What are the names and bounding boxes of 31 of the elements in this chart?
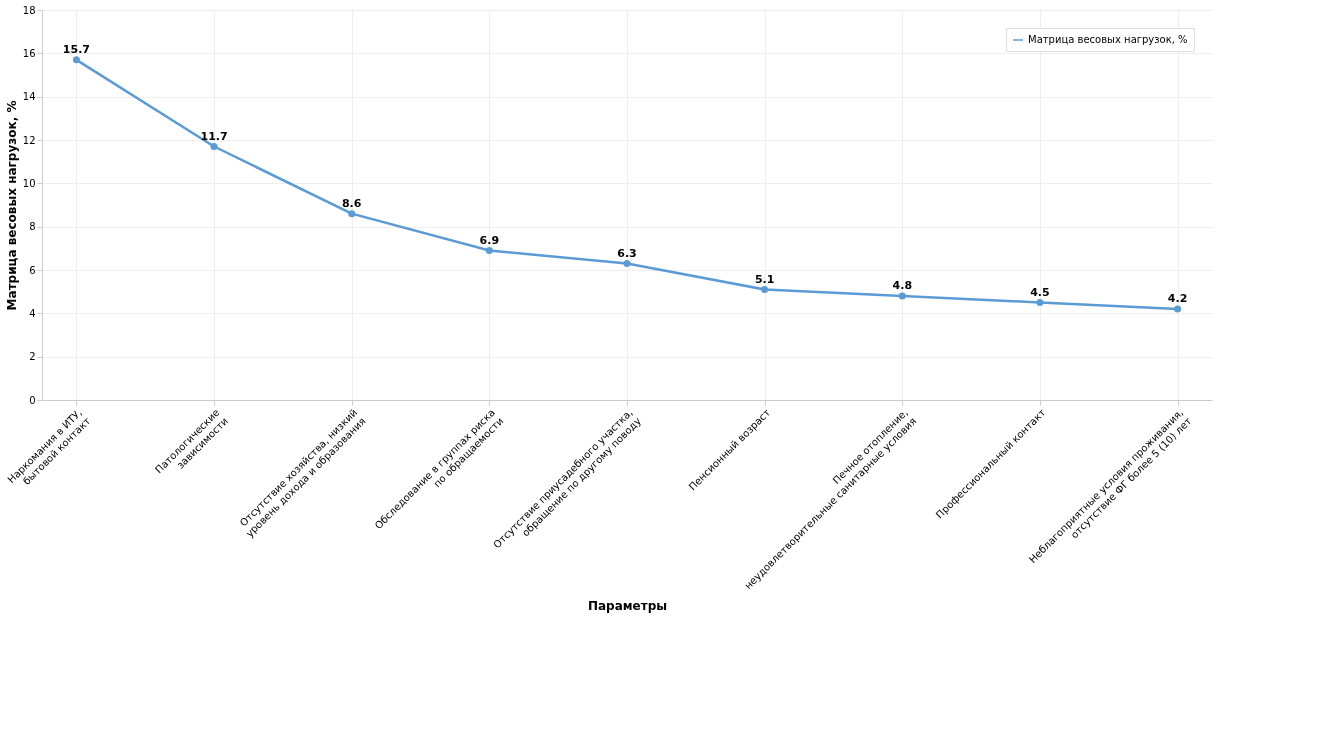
y-tick-label: 18 (22, 4, 36, 16)
data-label: 6.9 (479, 233, 500, 247)
y-tick-label: 4 (29, 307, 36, 319)
data-label: 6.3 (617, 246, 637, 260)
data-label: 4.8 (892, 279, 913, 292)
point (1174, 305, 1182, 313)
y-tick-label: 6 (29, 264, 36, 276)
data-label: 4.5 (1030, 285, 1050, 299)
point (485, 246, 493, 255)
point (1036, 298, 1044, 307)
data-label: 4.2 (1167, 292, 1188, 305)
data-label: 8.6 (341, 196, 362, 210)
y-tick-label: 8 (29, 221, 36, 233)
y-tick-label: 0 (29, 394, 36, 406)
y-tick-label: 12 (22, 134, 36, 146)
point (898, 292, 906, 300)
point (348, 210, 356, 218)
y-tick-label: 16 (22, 47, 36, 59)
point (761, 285, 769, 294)
y-tick-label: 14 (22, 91, 36, 103)
data-label: 11.7 (200, 129, 228, 143)
point (623, 259, 631, 268)
point (72, 56, 80, 64)
x-axis-title: Параметры (587, 599, 668, 614)
y-tick-label: 2 (29, 351, 36, 363)
y-axis-title: Матрица весовых нагрузок, % (4, 100, 19, 311)
data-label: 15.7 (62, 42, 90, 56)
point (210, 142, 218, 151)
data-label: 5.1 (754, 272, 775, 286)
y-tick-label: 10 (22, 177, 36, 189)
legend-label: Матрица весовых нагрузок, % (1028, 34, 1188, 45)
